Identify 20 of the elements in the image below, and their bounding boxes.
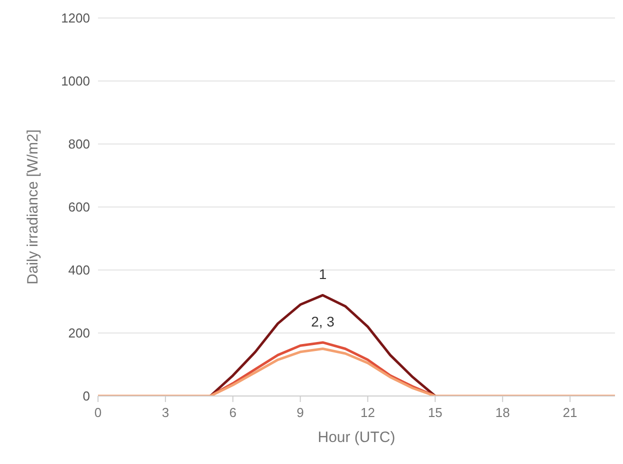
x-tick-label: 3	[162, 405, 170, 420]
x-tick-label: 9	[296, 405, 304, 420]
x-tick-label: 15	[428, 405, 442, 420]
y-tick-label: 600	[68, 200, 90, 215]
annotation: 1	[318, 266, 327, 282]
annotation: 2, 3	[311, 313, 335, 330]
line-series	[209, 294, 436, 396]
y-tick-label: 800	[68, 136, 90, 152]
y-tick-label: 1000	[61, 74, 90, 89]
y-tick-label: 400	[68, 262, 90, 278]
y-tick-label: 1200	[61, 10, 90, 26]
y-tick-label: 0	[82, 388, 90, 404]
x-tick-label: 12	[360, 405, 375, 420]
x-tick-label: 21	[562, 405, 578, 420]
x-tick-label: 6	[229, 405, 236, 420]
x-tick-label: 18	[495, 405, 510, 420]
x-tick-label: 0	[94, 405, 102, 420]
y-tick-label: 200	[68, 326, 90, 341]
y-axis-title: Daily irradiance [W/m2]	[24, 129, 42, 285]
x-axis-title: Hour (UTC)	[318, 429, 396, 446]
